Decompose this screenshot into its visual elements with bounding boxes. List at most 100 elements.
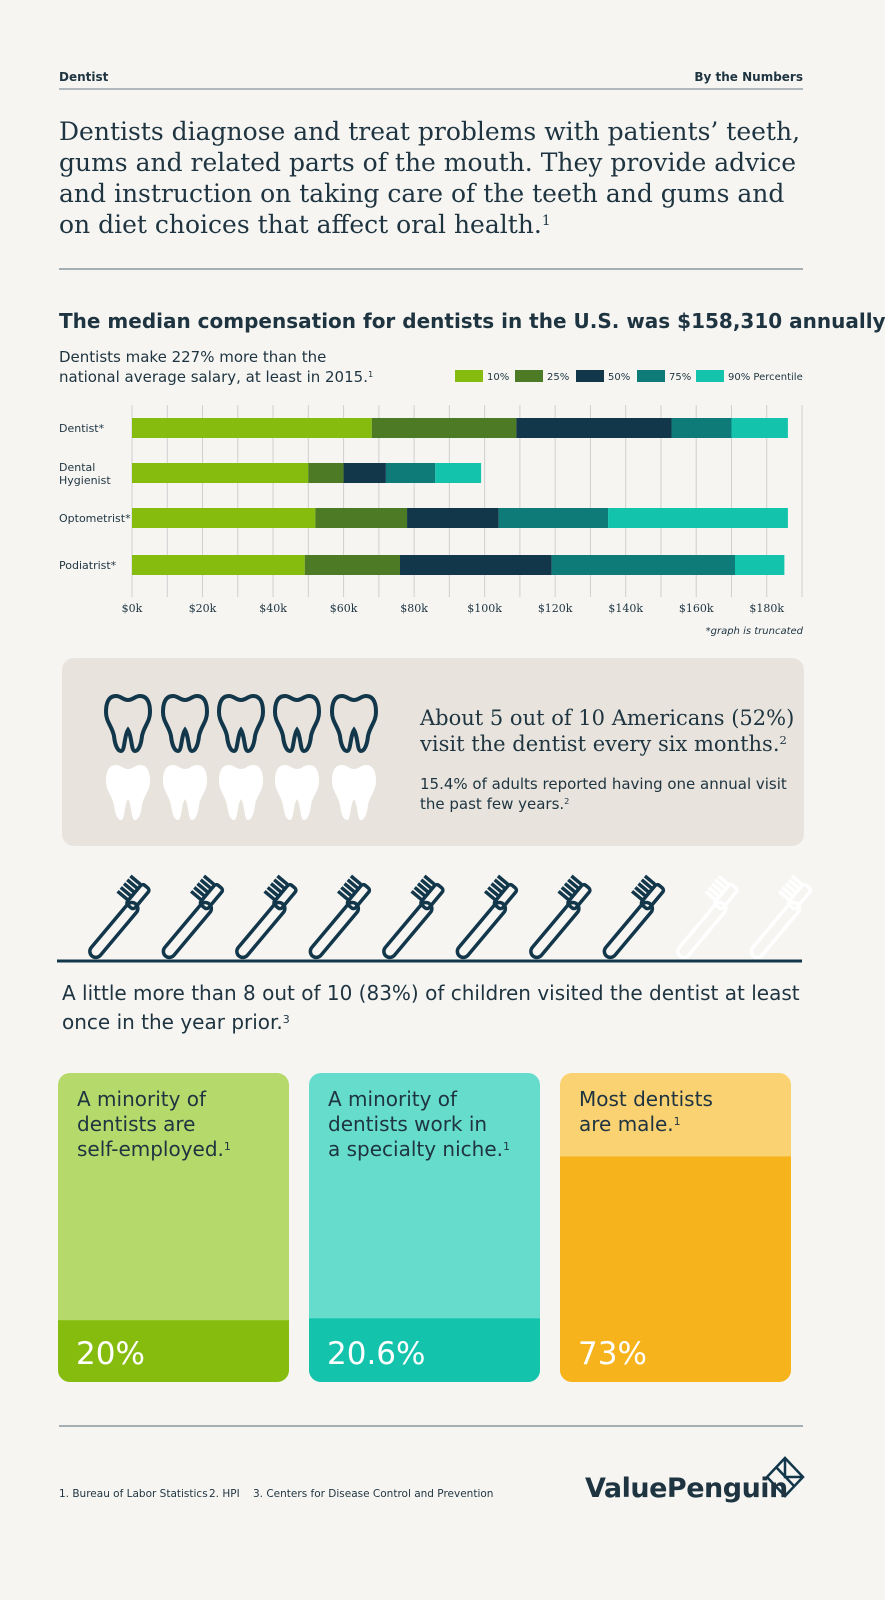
brush-bristle: [643, 874, 657, 886]
bar-segment: [308, 463, 344, 483]
bar-segment: [385, 463, 436, 483]
brush-bristle: [196, 882, 209, 894]
legend-label: 90% Percentile: [728, 372, 803, 383]
brush-head: [639, 882, 666, 911]
legend-swatch: [515, 370, 543, 382]
brush-bristle: [710, 882, 724, 894]
legend-label: 75%: [669, 372, 691, 383]
brush-bristle: [423, 874, 436, 886]
brush-bristle: [276, 874, 289, 886]
tooth-outline: [160, 693, 210, 754]
brush-bristle: [336, 889, 350, 901]
x-tick-label: $100k: [467, 602, 502, 615]
brush-bristle: [202, 874, 216, 886]
footnote-ref: 2: [780, 733, 787, 747]
brush-head: [713, 882, 739, 911]
brush-bristle: [717, 874, 730, 886]
brush-bristle: [420, 878, 433, 890]
brush-handle: [749, 900, 802, 960]
bar-segment: [407, 508, 499, 528]
brush-bristle: [349, 874, 363, 886]
card-bar: [309, 1318, 540, 1382]
brush-bristle: [560, 886, 573, 898]
intro-text: on diet choices that affect oral health.…: [59, 210, 551, 239]
x-tick-label: $0k: [122, 602, 143, 615]
brush-bristle: [784, 882, 797, 894]
brush-bristle: [340, 886, 353, 898]
footnote-ref: 2: [564, 796, 569, 806]
toothbrush: [455, 874, 519, 960]
footnote-ref: 3: [283, 1013, 290, 1026]
visits-detail: 15.4% of adults reported having one annu…: [420, 775, 787, 793]
brush-bristle: [343, 882, 356, 894]
toothbrush: [382, 874, 445, 960]
children-text: once in the year prior.3: [62, 1010, 290, 1034]
brush-head: [272, 882, 298, 911]
brush-head: [566, 882, 592, 911]
y-tick-label: Podiatrist*: [59, 559, 117, 572]
legend-swatch: [637, 370, 665, 382]
legend-swatch: [576, 370, 604, 382]
brush-head: [786, 882, 813, 911]
card-title: are male.1: [579, 1112, 681, 1136]
brush-bristle: [496, 874, 510, 886]
brush-head: [419, 882, 445, 911]
logo-text: ValuePenguin: [585, 1473, 788, 1504]
chart-heading: The median compensation for dentists in …: [59, 309, 885, 333]
y-tick-label: Dental Hygienist: [59, 461, 111, 487]
tooth-outline: [272, 693, 322, 754]
bar-segment: [304, 555, 400, 575]
bar-segment: [608, 508, 788, 528]
brush-bristle: [777, 889, 791, 901]
toothbrush: [749, 874, 813, 960]
tooth-outline: [329, 693, 379, 754]
children-text: A little more than 8 out of 10 (83%) of …: [62, 981, 800, 1005]
card-value: 20.6%: [327, 1336, 425, 1372]
intro-text: gums and related parts of the mouth. The…: [59, 148, 796, 177]
brush-head: [198, 882, 225, 911]
bar-segment: [315, 508, 408, 528]
card-value: 73%: [578, 1336, 647, 1372]
intro-text: and instruction on taking care of the te…: [59, 179, 784, 208]
brush-bristle: [269, 882, 283, 894]
brush-bristle: [189, 889, 203, 901]
logo-icon: [765, 1456, 805, 1498]
brush-bristle: [126, 878, 139, 890]
y-tick-label: Dentist*: [59, 422, 105, 435]
brush-handle: [382, 900, 434, 960]
chart-subtitle: national average salary, at least in 201…: [59, 368, 373, 386]
card-title: A minority of: [328, 1087, 458, 1111]
bar-segment: [731, 418, 788, 438]
brush-handle: [602, 900, 655, 960]
y-tick-label: Optometrist*: [59, 512, 131, 525]
bar-segment: [551, 555, 735, 575]
brush-bristle: [413, 886, 426, 898]
brush-bristle: [630, 889, 644, 901]
bar-segment: [735, 555, 785, 575]
brush-bristle: [557, 889, 570, 901]
tooth-outline: [103, 693, 153, 754]
toothbrush: [676, 874, 739, 960]
footnote-ref: 1: [674, 1115, 681, 1128]
card-title: dentists work in: [328, 1112, 487, 1136]
legend-swatch: [455, 370, 483, 382]
toothbrush: [88, 874, 151, 960]
x-tick-label: $80k: [400, 602, 428, 615]
bar-segment: [671, 418, 732, 438]
visits-text: About 5 out of 10 Americans (52%): [419, 706, 794, 730]
brush-handle: [235, 900, 287, 960]
legend-label: 10%: [487, 372, 509, 383]
brush-bristle: [273, 878, 286, 890]
toothbrush: [308, 874, 372, 960]
brush-bristle: [570, 874, 583, 886]
brush-bristle: [714, 878, 727, 890]
bar-segment: [516, 418, 672, 438]
tooth-white: [219, 765, 263, 820]
children-text-line: once in the year prior.: [62, 1010, 283, 1034]
brush-bristle: [199, 878, 212, 890]
brush-bristle: [704, 889, 717, 901]
card-title-line: are male.: [579, 1112, 674, 1136]
intro-text: Dentists diagnose and treat problems wit…: [59, 117, 800, 146]
brush-bristle: [640, 878, 653, 890]
brush-bristle: [790, 874, 804, 886]
